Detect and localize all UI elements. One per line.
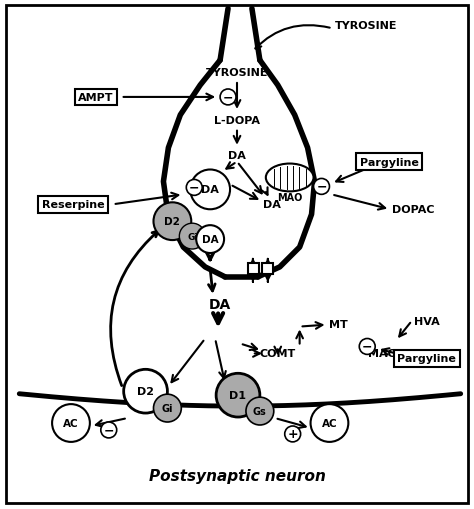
Circle shape [179,224,205,249]
Text: Pargyline: Pargyline [397,354,456,363]
Text: MAO: MAO [368,349,397,359]
Text: Gi: Gi [162,403,173,413]
Circle shape [313,179,329,195]
Text: COMT: COMT [260,349,296,359]
Circle shape [186,180,202,196]
Text: DA: DA [209,297,231,311]
Text: MT: MT [329,319,348,329]
Text: DA: DA [228,150,246,160]
Ellipse shape [266,164,313,192]
Circle shape [190,170,230,210]
Text: +: + [287,428,298,441]
Text: DA: DA [263,200,281,210]
Text: Postsynaptic neuron: Postsynaptic neuron [148,468,326,483]
Text: −: − [103,423,114,437]
Text: D1: D1 [229,390,246,401]
Circle shape [246,398,274,425]
Bar [262,264,273,274]
Text: D2: D2 [137,386,154,397]
Circle shape [220,90,236,106]
Circle shape [216,374,260,417]
Text: D2: D2 [164,217,180,227]
Bar [248,264,259,274]
Circle shape [359,339,375,355]
Text: Gi: Gi [187,232,198,241]
Text: −: − [223,91,233,104]
Text: DA: DA [202,235,219,245]
Circle shape [310,404,348,442]
Text: AMPT: AMPT [78,93,114,103]
Text: AC: AC [63,418,79,428]
Text: −: − [362,341,373,353]
Circle shape [154,203,191,241]
Text: Reserpine: Reserpine [42,200,104,210]
Text: L-DOPA: L-DOPA [214,116,260,126]
Text: AC: AC [322,418,337,428]
Circle shape [285,426,301,442]
Text: TYROSINE: TYROSINE [206,68,268,78]
Circle shape [52,404,90,442]
Text: DA: DA [201,185,219,195]
Circle shape [124,370,167,413]
Circle shape [101,422,117,438]
Text: −: − [316,181,327,193]
Text: MAO: MAO [277,193,302,203]
Text: Gs: Gs [253,406,267,416]
Text: HVA: HVA [414,316,440,326]
Circle shape [196,225,224,253]
Circle shape [154,394,182,422]
Text: TYROSINE: TYROSINE [335,21,397,31]
Text: DOPAC: DOPAC [392,205,435,215]
Text: −: − [189,182,200,194]
Text: Pargyline: Pargyline [360,157,419,167]
